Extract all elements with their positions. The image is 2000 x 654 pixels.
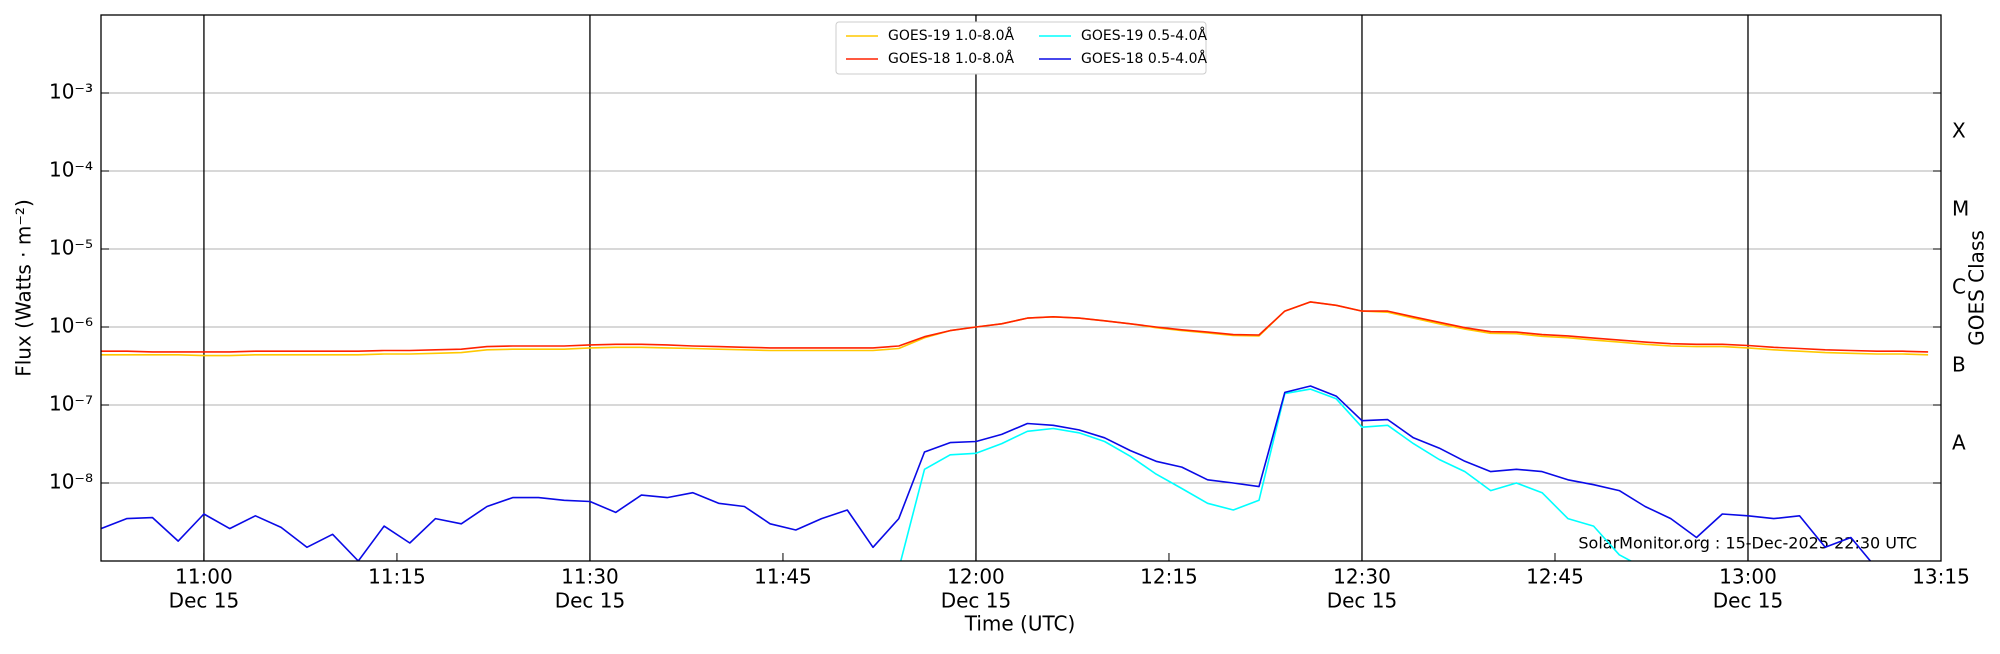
y-tick-label: 10⁻⁸ <box>49 470 93 494</box>
y-axis-label: Flux (Watts · m⁻²) <box>12 199 36 377</box>
x-tick-date: Dec 15 <box>169 589 240 613</box>
y-tick-label: 10⁻³ <box>49 80 93 104</box>
x-tick-date: Dec 15 <box>1713 589 1784 613</box>
legend-label: GOES-18 0.5-4.0Å <box>1081 50 1207 67</box>
y2-tick-label: M <box>1952 197 1969 221</box>
series-line <box>101 385 1872 561</box>
x-tick-date: Dec 15 <box>1327 589 1398 613</box>
x-tick-label: 13:15 <box>1912 565 1970 589</box>
x-tick-label: 11:45 <box>754 565 812 589</box>
series-line <box>101 301 1929 353</box>
x-tick-label: 11:30 <box>561 565 619 589</box>
x-tick-label: 13:00 <box>1719 565 1777 589</box>
x-tick-label: 12:30 <box>1333 565 1391 589</box>
x-axis-label: Time (UTC) <box>964 612 1076 636</box>
legend-label: GOES-18 1.0-8.0Å <box>888 50 1014 67</box>
y-tick-label: 10⁻⁴ <box>49 158 93 182</box>
plot-frame <box>100 14 1942 562</box>
legend-box <box>835 21 1207 75</box>
x-tick-date: Dec 15 <box>555 589 626 613</box>
x-tick-label: 12:15 <box>1140 565 1198 589</box>
plot-area <box>101 301 1929 561</box>
x-tick-label: 12:45 <box>1526 565 1584 589</box>
y-tick-label: 10⁻⁶ <box>49 314 93 338</box>
series-line <box>899 388 1633 561</box>
y2-tick-label: C <box>1952 275 1966 299</box>
y2-axis-label: GOES Class <box>1965 230 1989 346</box>
y-tick-label: 10⁻⁵ <box>49 236 93 260</box>
x-tick-label: 12:00 <box>947 565 1005 589</box>
x-tick-label: 11:15 <box>368 565 426 589</box>
legend-label: GOES-19 1.0-8.0Å <box>888 27 1014 44</box>
x-tick-date: Dec 15 <box>941 589 1012 613</box>
x-tick-label: 11:00 <box>175 565 233 589</box>
y2-tick-label: B <box>1952 353 1966 377</box>
y-tick-label: 10⁻⁷ <box>49 392 93 416</box>
legend-label: GOES-19 0.5-4.0Å <box>1081 27 1207 44</box>
y2-tick-label: A <box>1952 431 1966 455</box>
y2-tick-label: X <box>1952 119 1966 143</box>
